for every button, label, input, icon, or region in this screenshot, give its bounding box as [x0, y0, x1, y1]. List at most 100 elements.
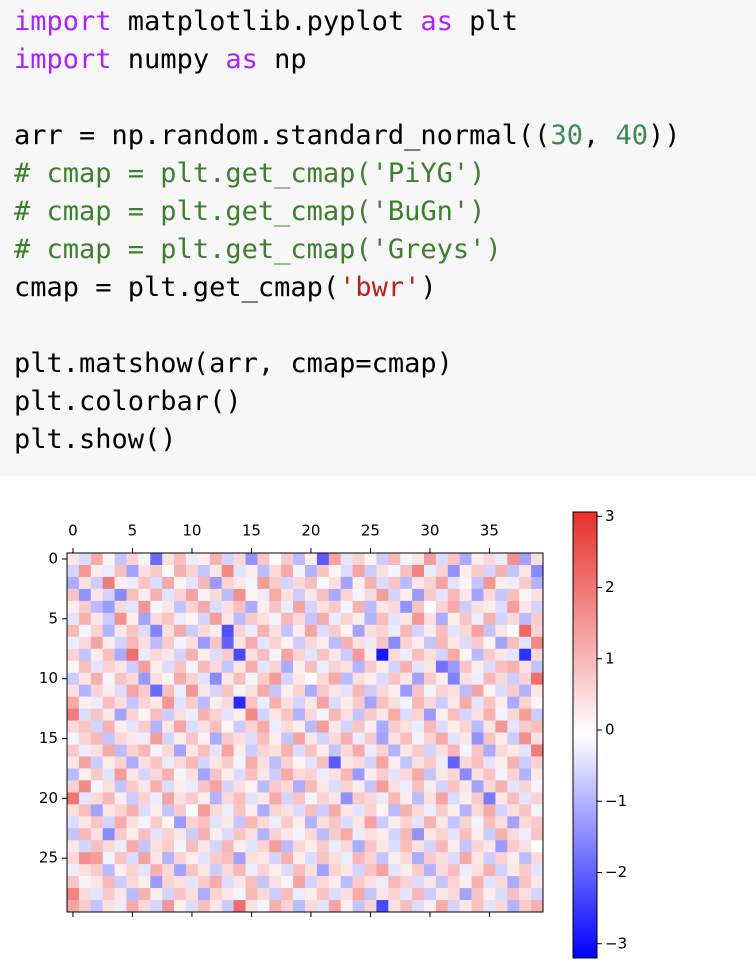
- heat-cell: [138, 756, 151, 769]
- heat-cell: [424, 876, 437, 889]
- heat-cell: [138, 636, 151, 650]
- heat-cell: [376, 876, 389, 889]
- heat-cell: [174, 564, 187, 578]
- heat-cell: [233, 780, 246, 793]
- heat-cell: [328, 900, 341, 913]
- heat-cell: [233, 732, 246, 745]
- heat-cell: [245, 672, 258, 685]
- heat-cell: [138, 612, 151, 626]
- heat-cell: [376, 828, 389, 841]
- heat-cell: [352, 732, 365, 745]
- heat-cell: [67, 744, 80, 757]
- heat-cell: [340, 840, 353, 853]
- heat-cell: [221, 660, 234, 673]
- heat-cell: [531, 792, 544, 805]
- heat-cell: [435, 792, 449, 805]
- heat-cell: [447, 744, 460, 757]
- heat-cell: [316, 708, 330, 721]
- heat-cell: [209, 720, 222, 733]
- heat-cell: [400, 780, 413, 793]
- heat-cell: [424, 576, 437, 590]
- heat-cell: [459, 792, 472, 805]
- heat-cell: [447, 828, 460, 841]
- heat-cell: [150, 840, 163, 853]
- heat-cell: [340, 624, 353, 638]
- heat-cell: [459, 780, 472, 793]
- heat-cell: [126, 720, 139, 733]
- heat-cell: [483, 816, 496, 829]
- heat-cell: [293, 732, 306, 745]
- heat-cell: [435, 576, 449, 590]
- heat-cell: [174, 768, 187, 781]
- heat-cell: [150, 864, 163, 877]
- heat-cell: [78, 648, 92, 661]
- code-token: # cmap = plt.get_cmap('BuGn'): [14, 196, 486, 227]
- heat-cell: [412, 708, 425, 721]
- heat-cell: [471, 840, 484, 853]
- heat-cell: [233, 612, 246, 626]
- heat-cell: [459, 672, 472, 685]
- heat-cell: [471, 564, 484, 578]
- heat-cell: [364, 636, 377, 650]
- heat-cell: [352, 804, 365, 817]
- heat-cell: [90, 888, 103, 901]
- heat-cell: [328, 672, 341, 685]
- heat-cell: [245, 768, 258, 781]
- heat-cell: [221, 696, 234, 709]
- heat-cell: [412, 636, 425, 650]
- heat-cell: [340, 864, 353, 877]
- heat-cell: [471, 792, 484, 805]
- heat-cell: [281, 612, 294, 626]
- heat-cell: [507, 684, 520, 697]
- heat-cell: [186, 744, 199, 757]
- heat-cell: [78, 840, 92, 853]
- heat-cell: [483, 768, 496, 781]
- heat-cell: [376, 553, 389, 566]
- heat-cell: [388, 648, 401, 661]
- heat-cell: [388, 696, 401, 709]
- heat-cell: [221, 816, 234, 829]
- heat-cell: [340, 900, 353, 913]
- heat-cell: [435, 732, 449, 745]
- heat-cell: [376, 576, 389, 590]
- heat-cell: [138, 732, 151, 745]
- heat-cell: [328, 804, 341, 817]
- heat-cell: [67, 852, 80, 865]
- heat-cell: [186, 588, 199, 602]
- heat-cell: [257, 732, 270, 745]
- heat-cell: [209, 816, 222, 829]
- heat-cell: [281, 708, 294, 721]
- plot-frame: [66, 552, 544, 913]
- heat-cell: [126, 588, 139, 602]
- heat-cell: [78, 804, 92, 817]
- heat-cell: [102, 888, 115, 901]
- heat-cell: [245, 660, 258, 673]
- heat-cell: [102, 768, 115, 781]
- heat-cell: [459, 876, 472, 889]
- heat-cell: [495, 576, 508, 590]
- heat-cell: [519, 888, 532, 901]
- heat-cell: [495, 600, 508, 614]
- heat-cell: [281, 660, 294, 673]
- heat-cell: [328, 816, 341, 829]
- heat-cell: [435, 553, 449, 566]
- heat-cell: [197, 600, 211, 614]
- heat-cell: [447, 864, 460, 877]
- heat-cell: [364, 852, 377, 865]
- heat-cell: [447, 756, 460, 769]
- heat-cell: [293, 576, 306, 590]
- heat-cell: [126, 792, 139, 805]
- heat-cell: [269, 876, 282, 889]
- heat-cell: [471, 816, 484, 829]
- heat-cell: [471, 624, 484, 638]
- heat-cell: [78, 684, 92, 697]
- code-token: import: [14, 44, 112, 75]
- heat-cell: [174, 840, 187, 853]
- heat-cell: [174, 588, 187, 602]
- heat-cell: [78, 900, 92, 913]
- heat-cell: [90, 660, 103, 673]
- heat-cell: [102, 744, 115, 757]
- heat-cell: [352, 564, 365, 578]
- heat-cell: [376, 840, 389, 853]
- heat-cell: [209, 780, 222, 793]
